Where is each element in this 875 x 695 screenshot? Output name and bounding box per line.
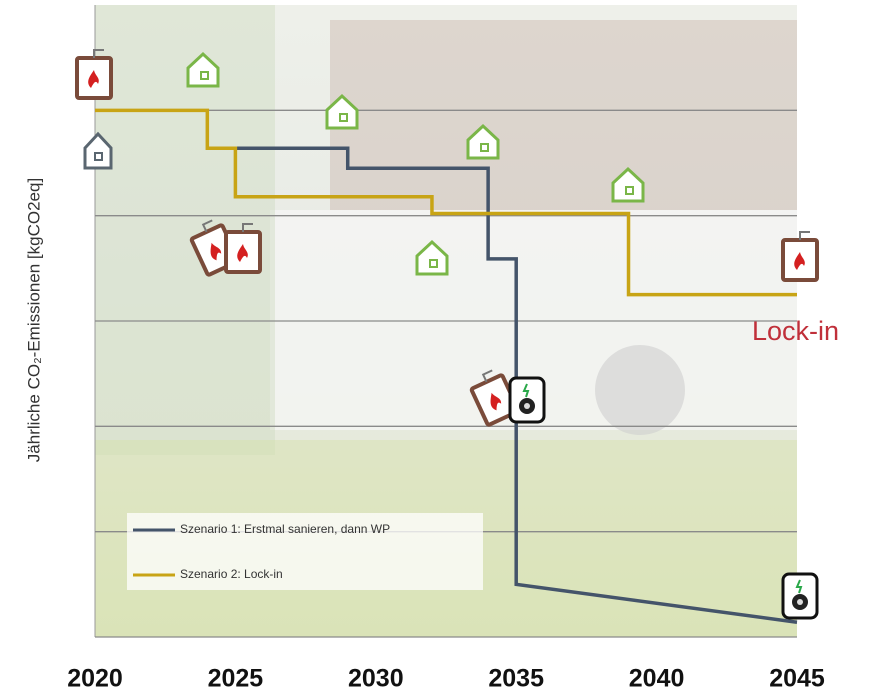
x-tick-label: 2040	[629, 665, 685, 693]
x-tick-label: 2045	[769, 665, 825, 693]
legend	[127, 513, 483, 590]
x-tick-label: 2020	[67, 665, 123, 693]
y-axis-label: Jährliche CO₂-Emissionen [kgCO2eq]	[24, 178, 43, 462]
legend-label: Szenario 2: Lock-in	[180, 567, 283, 581]
x-tick-label: 2030	[348, 665, 404, 693]
series-line	[95, 108, 797, 297]
x-tick-label: 2025	[208, 665, 264, 693]
annotation: Lock-in	[752, 316, 839, 346]
x-tick-label: 2035	[488, 665, 544, 693]
legend-label: Szenario 1: Erstmal sanieren, dann WP	[180, 522, 390, 536]
